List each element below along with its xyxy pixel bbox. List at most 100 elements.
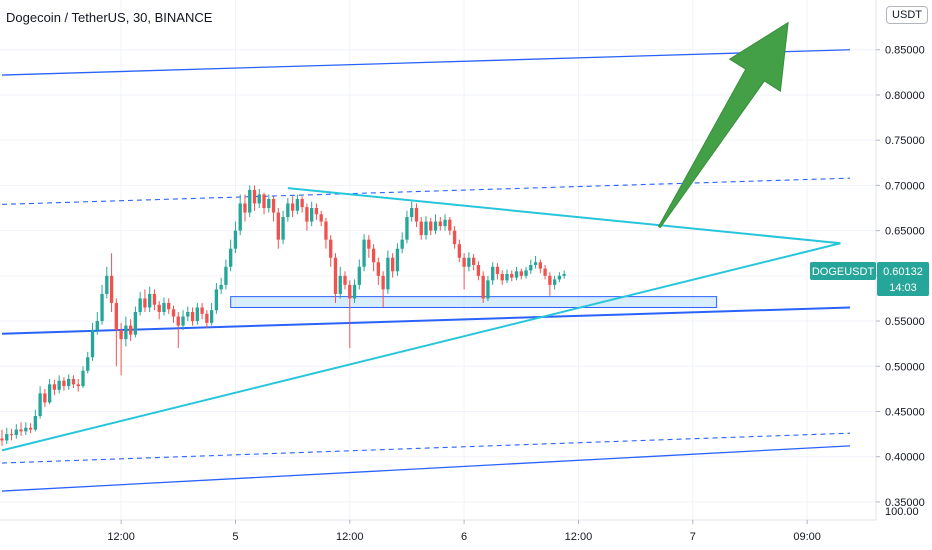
candle-body bbox=[38, 393, 42, 416]
candle-body bbox=[24, 427, 28, 432]
candle-body bbox=[414, 208, 419, 222]
candle-body bbox=[405, 217, 409, 240]
candle-body bbox=[533, 262, 538, 265]
candle-body bbox=[257, 194, 261, 204]
y-tick-label: 0.35000 bbox=[885, 497, 925, 509]
candle-body bbox=[424, 221, 428, 236]
last-price-value: 0.60132 bbox=[883, 266, 923, 278]
candle-body bbox=[314, 208, 319, 215]
triangle-lower-line bbox=[1, 242, 841, 452]
candle-body bbox=[300, 198, 304, 208]
chart-title: Dogecoin / TetherUS, 30, BINANCE bbox=[6, 10, 213, 25]
x-tick-label: 6 bbox=[461, 531, 467, 543]
candle-body bbox=[491, 266, 495, 281]
candle-body bbox=[62, 380, 66, 387]
candle-body bbox=[352, 284, 357, 299]
arrow-annotation bbox=[657, 21, 789, 229]
y-tick-label: 0.85000 bbox=[885, 45, 925, 57]
candle-body bbox=[262, 194, 266, 208]
candle-body bbox=[452, 230, 457, 245]
candle-body bbox=[333, 257, 338, 294]
candle-body bbox=[471, 257, 476, 265]
channel-lower-line bbox=[1, 445, 851, 492]
candle-body bbox=[348, 284, 352, 299]
candle-body bbox=[176, 316, 180, 326]
candle-body bbox=[476, 264, 481, 276]
candle-body bbox=[376, 262, 381, 276]
y-tick-label: 0.65000 bbox=[885, 226, 925, 238]
candle-body bbox=[457, 244, 462, 258]
candle-body bbox=[186, 312, 190, 317]
candle-body bbox=[133, 312, 138, 335]
candle-body bbox=[562, 274, 566, 276]
candle-body bbox=[219, 284, 223, 290]
candle-body bbox=[286, 203, 290, 218]
candle-body bbox=[157, 304, 161, 312]
candle-body bbox=[76, 384, 80, 387]
y-extra-label: 100.00 bbox=[885, 506, 919, 518]
currency-button[interactable]: USDT bbox=[886, 6, 928, 24]
x-tick-label: 12:00 bbox=[336, 531, 364, 543]
candle-body bbox=[124, 325, 128, 340]
candle-body bbox=[33, 416, 38, 430]
candle-body bbox=[548, 275, 552, 285]
candle-body bbox=[371, 248, 376, 263]
candle-body bbox=[319, 214, 323, 222]
candle-body bbox=[95, 321, 99, 331]
candle-body bbox=[381, 275, 385, 290]
x-tick-label: 12:00 bbox=[107, 531, 135, 543]
candle-body bbox=[395, 248, 400, 272]
candle-body bbox=[233, 230, 238, 249]
candle-body bbox=[52, 384, 57, 390]
bar-countdown: 14:03 bbox=[889, 282, 917, 294]
candle-body bbox=[429, 221, 433, 231]
candle-body bbox=[138, 298, 142, 312]
candle-body bbox=[43, 393, 47, 403]
candle-body bbox=[90, 330, 95, 358]
candle-body bbox=[329, 239, 333, 258]
candle-body bbox=[105, 275, 109, 294]
candle-body bbox=[214, 289, 219, 311]
candle-body bbox=[205, 313, 209, 323]
candle-body bbox=[143, 298, 147, 308]
drawing-lines bbox=[1, 49, 851, 492]
x-tick-label: 09:00 bbox=[793, 531, 821, 543]
candle-body bbox=[367, 239, 371, 249]
candle-body bbox=[309, 208, 314, 222]
candle-body bbox=[109, 275, 114, 303]
bullish-arrow bbox=[657, 21, 789, 229]
channel-upper-dashed-line bbox=[1, 177, 851, 205]
candle-body bbox=[47, 384, 52, 403]
candle-body bbox=[28, 427, 33, 430]
candle-body bbox=[0, 438, 4, 441]
candle-body bbox=[305, 207, 309, 222]
candle-body bbox=[248, 189, 252, 213]
candle-body bbox=[276, 212, 280, 240]
candle-body bbox=[324, 221, 328, 240]
time-axis[interactable]: 12:00 5 12:00 6 12:00 7 09:00 bbox=[107, 520, 821, 543]
candle-body bbox=[467, 257, 471, 267]
candle-body bbox=[514, 271, 519, 278]
candle-body bbox=[167, 302, 171, 310]
candle-body bbox=[209, 310, 214, 323]
candle-body bbox=[238, 203, 242, 231]
candle-body bbox=[181, 316, 185, 326]
y-tick-label: 0.50000 bbox=[885, 361, 925, 373]
x-tick-label: 7 bbox=[690, 531, 696, 543]
candle-body bbox=[114, 302, 119, 331]
y-tick-label: 0.45000 bbox=[885, 406, 925, 418]
candle-body bbox=[67, 378, 71, 387]
candle-body bbox=[200, 307, 204, 314]
candle-body bbox=[505, 274, 509, 281]
candle-body bbox=[400, 239, 404, 249]
candle-body bbox=[171, 309, 176, 317]
candle-body bbox=[224, 266, 228, 285]
candle-body bbox=[419, 221, 423, 236]
candle-body bbox=[557, 275, 562, 280]
candle-body bbox=[524, 270, 528, 276]
candle-body bbox=[481, 275, 485, 299]
candle-body bbox=[71, 378, 76, 385]
candle-body bbox=[86, 357, 90, 371]
candle-body bbox=[510, 274, 514, 278]
